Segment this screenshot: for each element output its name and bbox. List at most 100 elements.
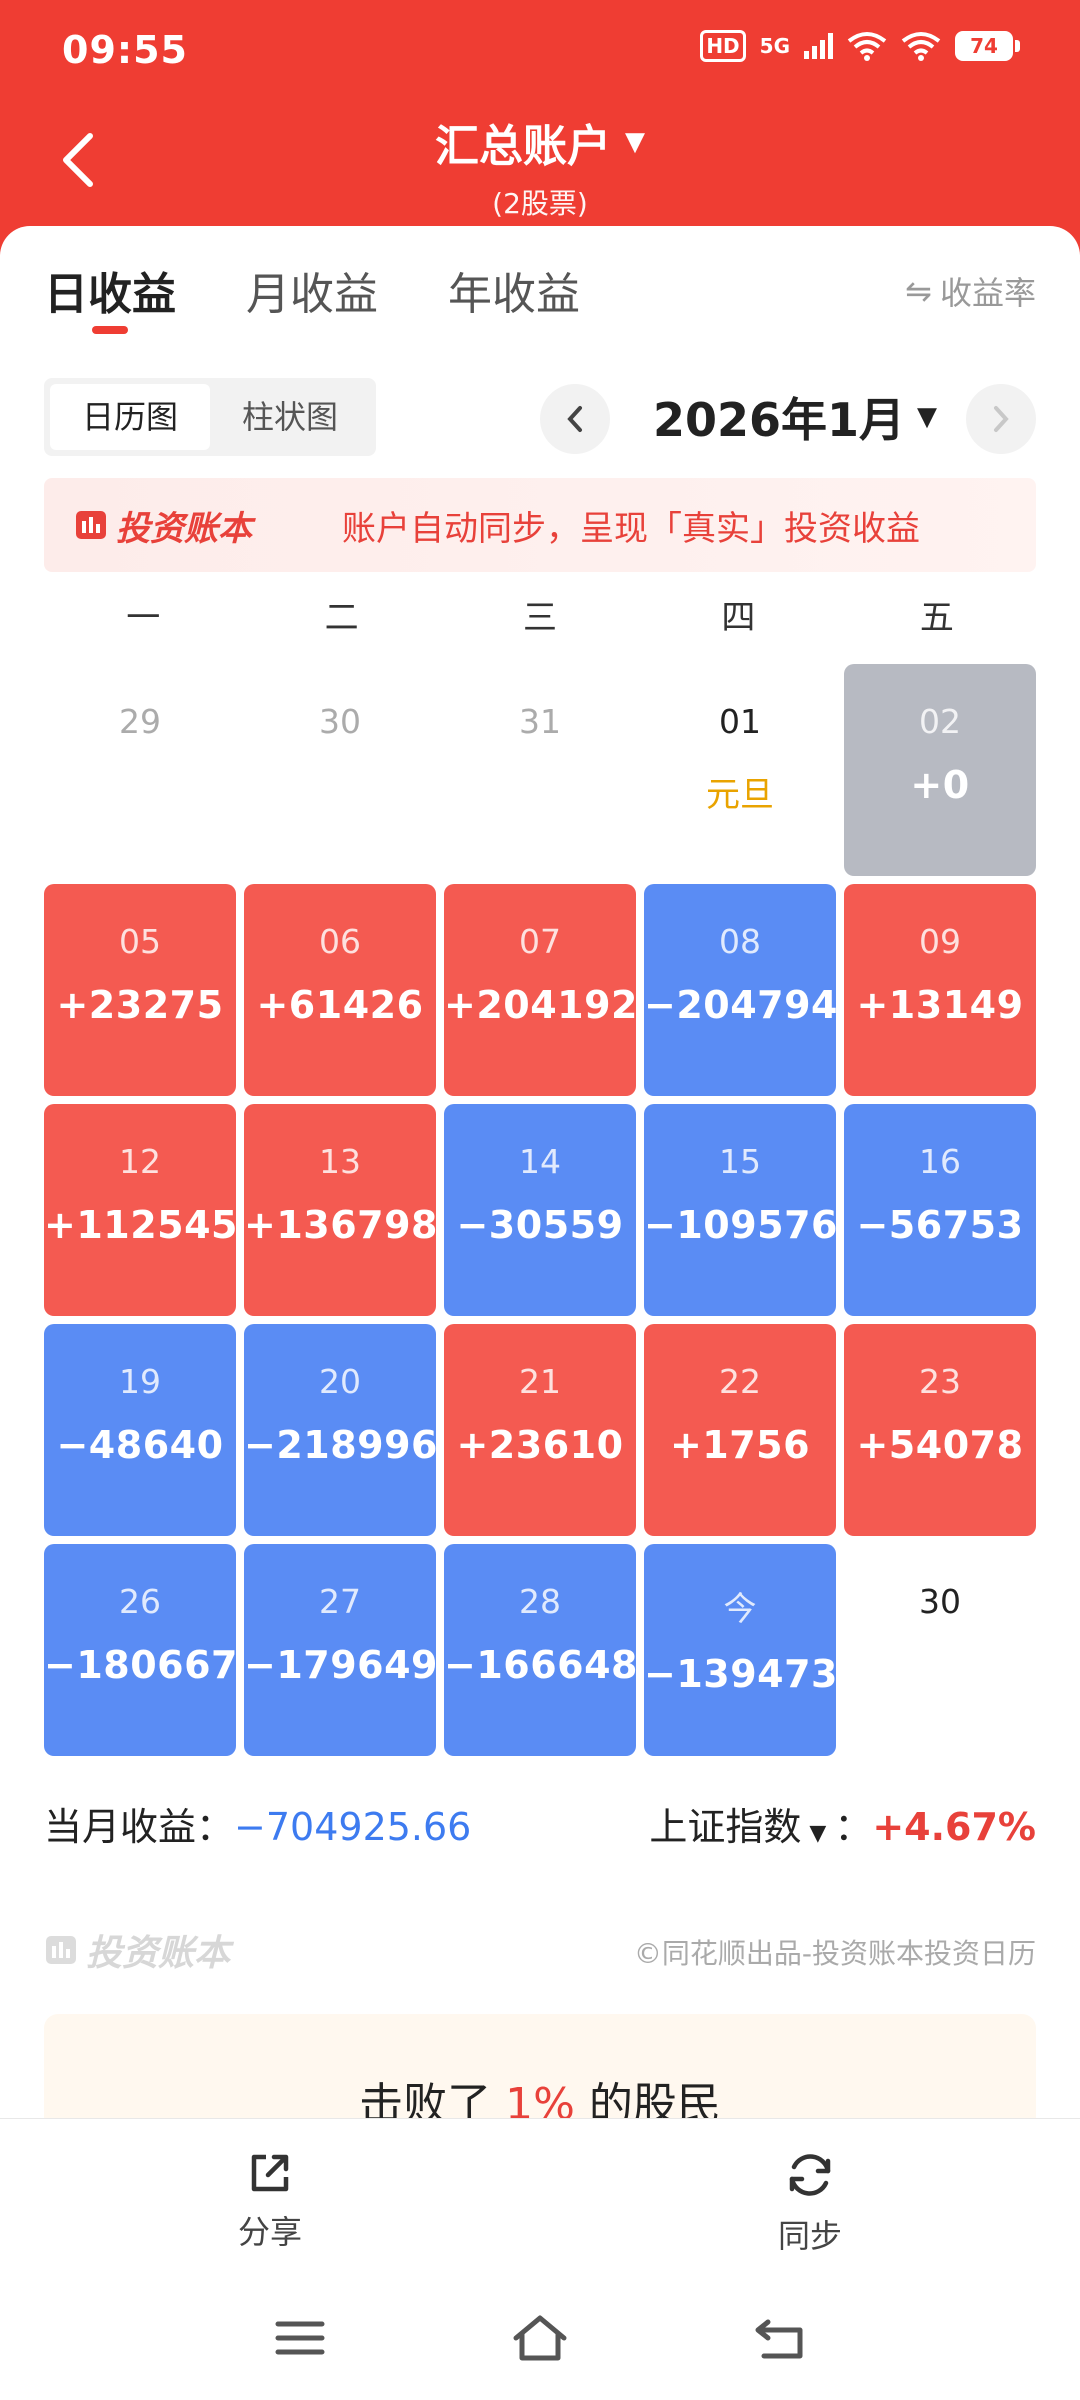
app-header: 09:55 HD 5G 74 — [0, 0, 1080, 260]
swap-icon: ⇋ — [905, 272, 932, 310]
calendar-day-cell[interactable]: 12 +112545 — [44, 1104, 238, 1316]
promo-banner[interactable]: 投资账本 账户自动同步，呈现「真实」投资收益 — [44, 478, 1036, 572]
view-toggle: 日历图 柱状图 — [44, 378, 376, 456]
tab-monthly[interactable]: 月收益 — [246, 269, 378, 320]
back-button[interactable] — [48, 120, 108, 200]
next-month-button[interactable] — [966, 384, 1036, 454]
day-profit-value: +204192 — [444, 983, 638, 1027]
menu-nav-button[interactable] — [260, 2306, 340, 2370]
chevron-left-icon — [63, 133, 93, 187]
month-profit-label: 当月收益： — [44, 1805, 235, 1849]
calendar-day-cell: 30 — [244, 664, 436, 876]
view-bar-chart[interactable]: 柱状图 — [241, 398, 338, 436]
index-compare[interactable]: 上证指数 ▼ ：+4.67% — [649, 1796, 1036, 1851]
day-profit-value: −109576 — [644, 1203, 838, 1247]
calendar-day-cell[interactable]: 14 −30559 — [444, 1104, 636, 1316]
calendar-day-number: 20 — [319, 1362, 361, 1401]
calendar-day-cell[interactable]: 19 −48640 — [44, 1324, 236, 1536]
ledger-logo-icon — [76, 511, 106, 539]
weekday-label: 五 — [919, 598, 954, 638]
calendar-day-cell[interactable]: 21 +23610 — [444, 1324, 636, 1536]
weekday-label: 四 — [721, 598, 756, 638]
footer-logo: 投资账本 — [44, 1924, 230, 1976]
calendar-day-cell[interactable]: 01 元旦 — [644, 664, 836, 876]
tab-daily[interactable]: 日收益 — [44, 258, 176, 334]
month-selector[interactable]: 2026年1月 ▼ — [640, 384, 950, 450]
month-label: 2026年1月 — [652, 393, 906, 447]
sync-icon — [789, 2154, 831, 2196]
sync-label: 同步 — [777, 2217, 842, 2255]
calendar-day-number: 30 — [319, 702, 361, 741]
calendar-day-cell[interactable]: 22 +1756 — [644, 1324, 836, 1536]
day-profit-value: +13149 — [856, 983, 1024, 1027]
caret-down-icon: ▼ — [809, 1821, 827, 1846]
calendar-day-cell[interactable]: 今 −139473 — [644, 1544, 837, 1756]
wifi-icon — [847, 32, 887, 61]
month-profit: 当月收益：−704925.66 — [44, 1796, 471, 1851]
network-type: 5G — [759, 34, 790, 58]
calendar-day-number: 27 — [319, 1582, 361, 1621]
calendar-day-cell[interactable]: 05 +23275 — [44, 884, 236, 1096]
index-separator: ： — [834, 1805, 873, 1849]
calendar-day-number: 13 — [319, 1142, 361, 1181]
caret-down-icon: ▼ — [625, 127, 645, 157]
day-profit-value: +112545 — [44, 1203, 238, 1247]
calendar-day-cell[interactable]: 13 +136798 — [244, 1104, 437, 1316]
calendar-day-number: 30 — [919, 1582, 961, 1621]
tab-yearly[interactable]: 年收益 — [448, 269, 580, 320]
day-profit-value: +61426 — [256, 983, 424, 1027]
share-button[interactable]: 分享 — [190, 2149, 350, 2253]
calendar-day-cell[interactable]: 23 +54078 — [844, 1324, 1036, 1536]
calendar-day-cell[interactable]: 20 −218996 — [244, 1324, 438, 1536]
prev-month-button[interactable] — [540, 384, 610, 454]
calendar-day-cell[interactable]: 16 −56753 — [844, 1104, 1036, 1316]
home-nav-button[interactable] — [500, 2306, 580, 2370]
calendar-day-number: 26 — [119, 1582, 161, 1621]
caret-down-icon: ▼ — [917, 402, 938, 432]
calendar-day-cell[interactable]: 27 −179649 — [244, 1544, 437, 1756]
calendar-day-cell[interactable]: 07 +204192 — [444, 884, 638, 1096]
calendar-day-number: 12 — [119, 1142, 161, 1181]
chevron-right-icon — [994, 406, 1009, 432]
sync-button[interactable]: 同步 — [730, 2149, 890, 2257]
back-nav-button[interactable] — [740, 2306, 820, 2370]
calendar-day-number: 21 — [519, 1362, 561, 1401]
calendar-day-cell[interactable]: 06 +61426 — [244, 884, 436, 1096]
calendar-day-cell[interactable]: 26 −180667 — [44, 1544, 237, 1756]
calendar-day-number: 05 — [119, 922, 161, 961]
tab-daily-label: 日收益 — [44, 269, 176, 320]
day-profit-value: −48640 — [56, 1423, 224, 1467]
calendar-day-number: 19 — [119, 1362, 161, 1401]
calendar-day-number: 08 — [719, 922, 761, 961]
battery-level: 74 — [955, 31, 1013, 61]
month-profit-value: −704925.66 — [234, 1805, 472, 1849]
day-profit-value: −218996 — [244, 1423, 438, 1467]
calendar-day-cell[interactable]: 28 −166648 — [444, 1544, 637, 1756]
view-calendar[interactable]: 日历图 — [50, 384, 210, 450]
battery-icon: 74 — [955, 31, 1020, 61]
rate-toggle-label: 收益率 — [939, 274, 1036, 312]
day-profit-value: −204794 — [644, 983, 838, 1027]
calendar-day-number: 16 — [919, 1142, 961, 1181]
calendar-day-cell[interactable]: 30 — [844, 1544, 1036, 1756]
page-title: 汇总账户 — [435, 121, 611, 172]
calendar-day-number: 22 — [719, 1362, 761, 1401]
tab-active-indicator — [92, 326, 128, 334]
calendar-day-cell[interactable]: 15 −109576 — [644, 1104, 838, 1316]
banner-logo: 投资账本 — [74, 501, 252, 550]
calendar-day-number: 09 — [919, 922, 961, 961]
calendar-day-cell[interactable]: 02 +0 — [844, 664, 1036, 876]
calendar-day-number: 06 — [319, 922, 361, 961]
weekday-label: 一 — [126, 598, 161, 638]
ledger-logo-icon — [46, 1936, 76, 1964]
calendar-day-number: 28 — [519, 1582, 561, 1621]
footer-credit: ©同花顺出品-投资账本投资日历 — [633, 1937, 1036, 1970]
calendar-day-cell[interactable]: 08 −204794 — [644, 884, 838, 1096]
status-time: 09:55 — [62, 28, 188, 72]
period-tabs: 日收益 月收益 年收益 — [44, 258, 580, 334]
rate-toggle-button[interactable]: ⇋ 收益率 — [905, 268, 1036, 314]
status-icons: HD 5G 74 — [700, 30, 1020, 62]
calendar-day-cell[interactable]: 09 +13149 — [844, 884, 1036, 1096]
calendar-day-number: 14 — [519, 1142, 561, 1181]
account-selector[interactable]: 汇总账户 ▼ (2股票) — [0, 110, 1080, 222]
